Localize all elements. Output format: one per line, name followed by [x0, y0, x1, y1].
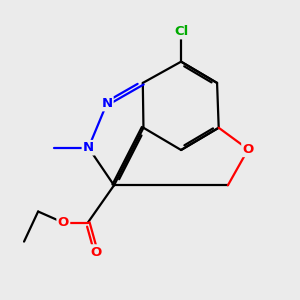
Text: N: N: [83, 141, 94, 154]
Text: Cl: Cl: [174, 25, 188, 38]
Text: N: N: [101, 97, 112, 110]
Text: O: O: [90, 246, 102, 259]
Text: O: O: [242, 143, 254, 156]
Text: O: O: [58, 216, 69, 229]
